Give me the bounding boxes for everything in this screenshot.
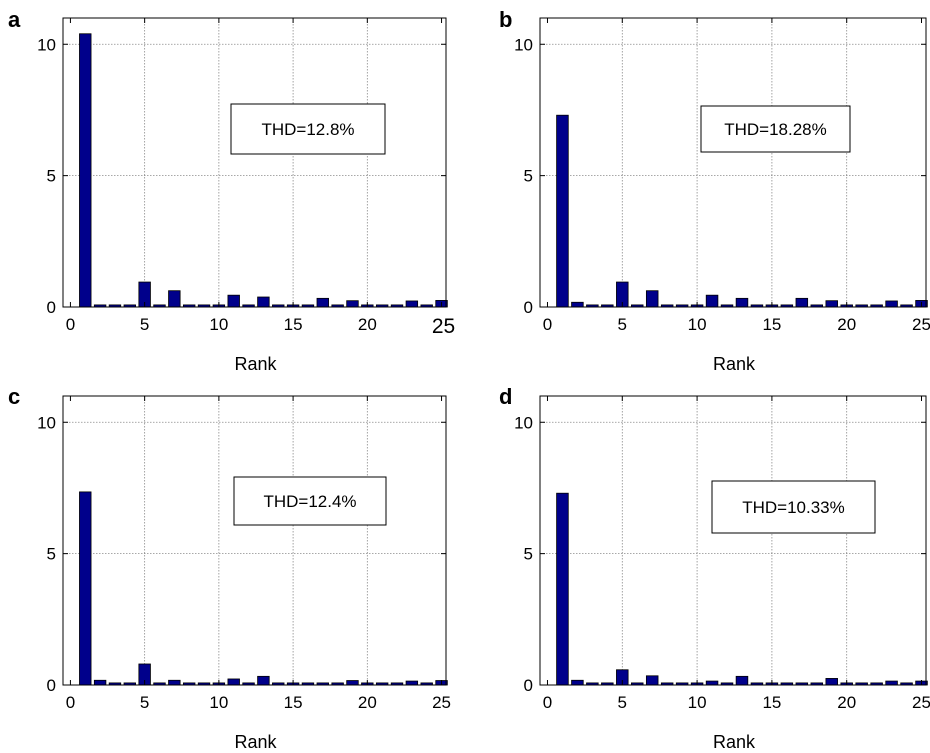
y-tick-label: 0 xyxy=(524,676,533,695)
x-tick-label: 10 xyxy=(688,693,707,712)
bar-rank-23 xyxy=(405,680,419,686)
bar-rank-2 xyxy=(571,301,584,308)
bar-rank-2 xyxy=(93,679,107,686)
x-axis-label: Rank xyxy=(234,354,277,374)
x-tick-label: 15 xyxy=(284,315,303,334)
y-tick-label: 10 xyxy=(514,35,533,54)
bar-rank-19 xyxy=(825,678,838,686)
bar-rank-1 xyxy=(556,492,569,686)
bar-rank-11 xyxy=(705,680,719,686)
thd-annotation: THD=12.4% xyxy=(263,492,356,511)
x-axis-label: Rank xyxy=(713,354,756,374)
thd-annotation: THD=12.8% xyxy=(261,120,354,139)
y-tick-label: 0 xyxy=(524,298,533,317)
bar-rank-1 xyxy=(79,491,92,686)
x-tick-label: 25 xyxy=(912,315,930,334)
thd-annotation-box xyxy=(233,476,387,526)
bar-rank-17 xyxy=(316,297,329,308)
y-tick-label: 10 xyxy=(37,35,56,54)
x-tick-label: 10 xyxy=(688,315,707,334)
bar-rank-13 xyxy=(257,296,270,308)
chart-panel-b: 0 5 10 15 20 25 0 5 10 Rank b THD=18.28% xyxy=(499,7,930,374)
x-tick-label: 25 xyxy=(912,693,930,712)
x-tick-label: 15 xyxy=(284,693,303,712)
x-tick-label: 20 xyxy=(837,315,856,334)
y-tick-label: 10 xyxy=(37,413,56,432)
bar-rank-2 xyxy=(571,679,584,686)
bar-rank-11 xyxy=(227,294,240,308)
bar-rank-11 xyxy=(227,678,240,686)
y-tick-label: 0 xyxy=(47,676,56,695)
x-tick-label: 20 xyxy=(358,315,377,334)
x-tick-label: 20 xyxy=(358,693,377,712)
bar-rank-7 xyxy=(645,675,659,686)
y-tick-label: 5 xyxy=(47,167,56,186)
bar-rank-17 xyxy=(795,297,809,308)
x-tick-label: 5 xyxy=(140,693,149,712)
x-tick-label: 0 xyxy=(543,693,552,712)
x-axis-label: Rank xyxy=(713,732,756,752)
x-tick-label: 5 xyxy=(618,693,627,712)
y-tick-label: 5 xyxy=(524,545,533,564)
plot-frame xyxy=(62,17,447,308)
thd-annotation-box xyxy=(230,103,386,155)
panel-letter: a xyxy=(8,7,21,32)
x-tick-label: 0 xyxy=(66,693,75,712)
panel-letter: b xyxy=(499,7,512,32)
bar-rank-19 xyxy=(825,300,838,308)
bar-rank-23 xyxy=(885,680,898,686)
x-tick-label: 0 xyxy=(66,315,75,334)
bar-rank-19 xyxy=(346,680,359,686)
x-tick-label: 15 xyxy=(762,693,781,712)
x-tick-label: 5 xyxy=(140,315,149,334)
x-tick-label: 0 xyxy=(543,315,552,334)
x-tick-label: 10 xyxy=(209,315,228,334)
bar-rank-1 xyxy=(79,33,92,308)
thd-annotation: THD=10.33% xyxy=(742,498,845,517)
bar-rank-13 xyxy=(735,297,749,308)
y-tick-label: 5 xyxy=(524,167,533,186)
thd-annotation-box xyxy=(700,105,851,153)
x-tick-label: 10 xyxy=(209,693,228,712)
bar-rank-13 xyxy=(257,675,270,686)
x-tick-label: 25 xyxy=(432,693,451,712)
thd-annotation-box xyxy=(711,480,876,534)
chart-panel-c: 0 5 10 15 20 25 0 5 10 Rank c THD=12.4% xyxy=(8,384,451,752)
bar-rank-23 xyxy=(885,300,898,308)
bar-rank-1 xyxy=(556,114,569,308)
bar-rank-7 xyxy=(168,679,181,686)
y-tick-label: 0 xyxy=(47,298,56,317)
panel-letter: d xyxy=(499,384,512,409)
thd-annotation: THD=18.28% xyxy=(724,120,827,139)
bar-rank-7 xyxy=(168,290,181,308)
bar-rank-13 xyxy=(735,675,749,686)
chart-panel-d: 0 5 10 15 20 25 0 5 10 Rank d THD=10.33% xyxy=(499,384,930,752)
chart-panel-a: 0 5 10 15 20 25 0 5 10 Rank a THD=12.8% xyxy=(8,7,455,374)
x-tick-label: 15 xyxy=(762,315,781,334)
plot-frame xyxy=(539,17,927,308)
x-axis-label: Rank xyxy=(234,732,277,752)
bar-rank-23 xyxy=(405,300,419,308)
y-tick-label: 10 xyxy=(514,413,533,432)
plot-frame xyxy=(62,395,447,686)
x-tick-label: 20 xyxy=(837,693,856,712)
x-tick-label: 25 xyxy=(432,315,455,338)
x-tick-label: 5 xyxy=(618,315,627,334)
bar-rank-19 xyxy=(346,300,359,308)
panel-letter: c xyxy=(8,384,20,409)
bar-rank-11 xyxy=(705,294,719,308)
y-tick-label: 5 xyxy=(47,545,56,564)
bar-rank-7 xyxy=(645,290,659,308)
plot-frame xyxy=(539,395,927,686)
